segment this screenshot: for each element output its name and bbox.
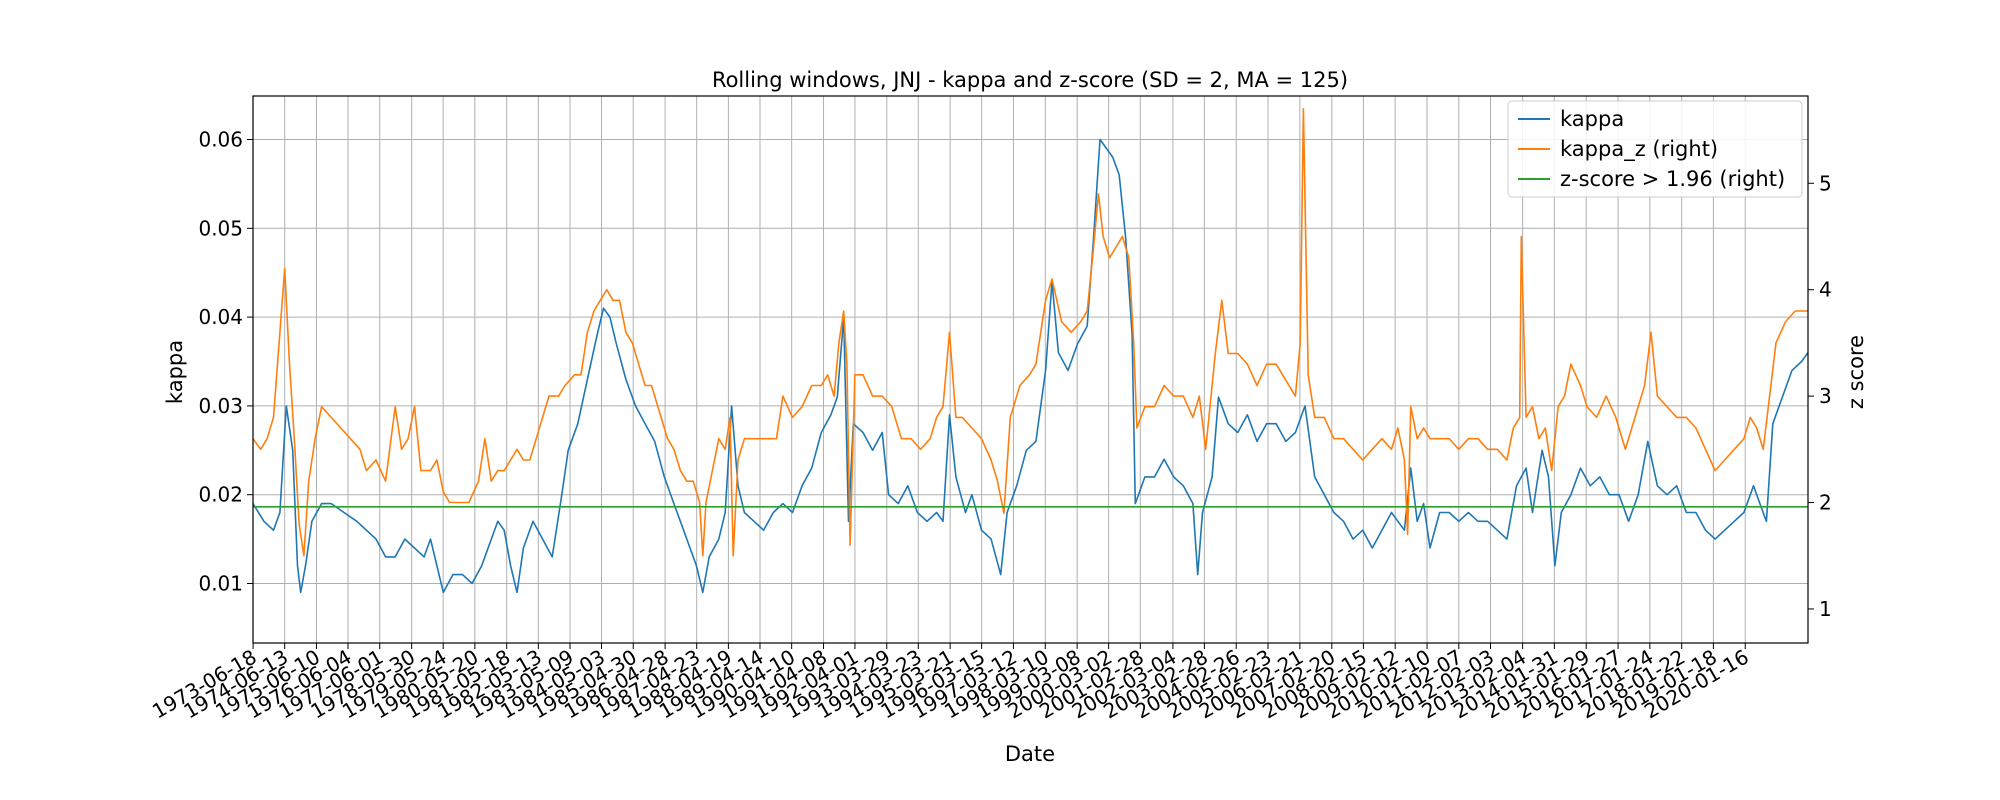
legend-label: z-score > 1.96 (right) [1560,167,1785,191]
y-right-tick-label: 4 [1819,278,1832,302]
y-left-tick-label: 0.01 [198,572,243,596]
legend-label: kappa [1560,107,1624,131]
y-axis-label-left: kappa [163,340,187,404]
legend-box [1507,100,1803,198]
legend-label: kappa_z (right) [1560,137,1718,162]
series-line-0 [252,138,1809,594]
chart-title: Rolling windows, JNJ - kappa and z-score… [712,68,1348,92]
y-left-tick-label: 0.06 [198,128,243,152]
y-right-tick-label: 3 [1819,384,1832,408]
legend: kappa kappa_z (right) z-score > 1.96 (righ… [1507,100,1803,198]
x-axis-label: Date [1005,742,1055,766]
series-line-1 [252,108,1808,557]
y-right-tick-label: 2 [1819,491,1832,515]
y-right-tick-label: 1 [1819,597,1832,621]
y-right-tick-label: 5 [1819,171,1832,195]
y-left-tick-label: 0.04 [198,305,243,329]
axes-frame [252,95,1809,644]
y-left-tick-label: 0.05 [198,216,243,240]
y-left-tick-label: 0.03 [198,394,243,418]
y-left-tick-label: 0.02 [198,483,243,507]
y-axis-label-right: z score [1844,335,1868,409]
plot-area: 1973-06-181974-06-131975-06-101976-06-04… [148,95,1832,723]
